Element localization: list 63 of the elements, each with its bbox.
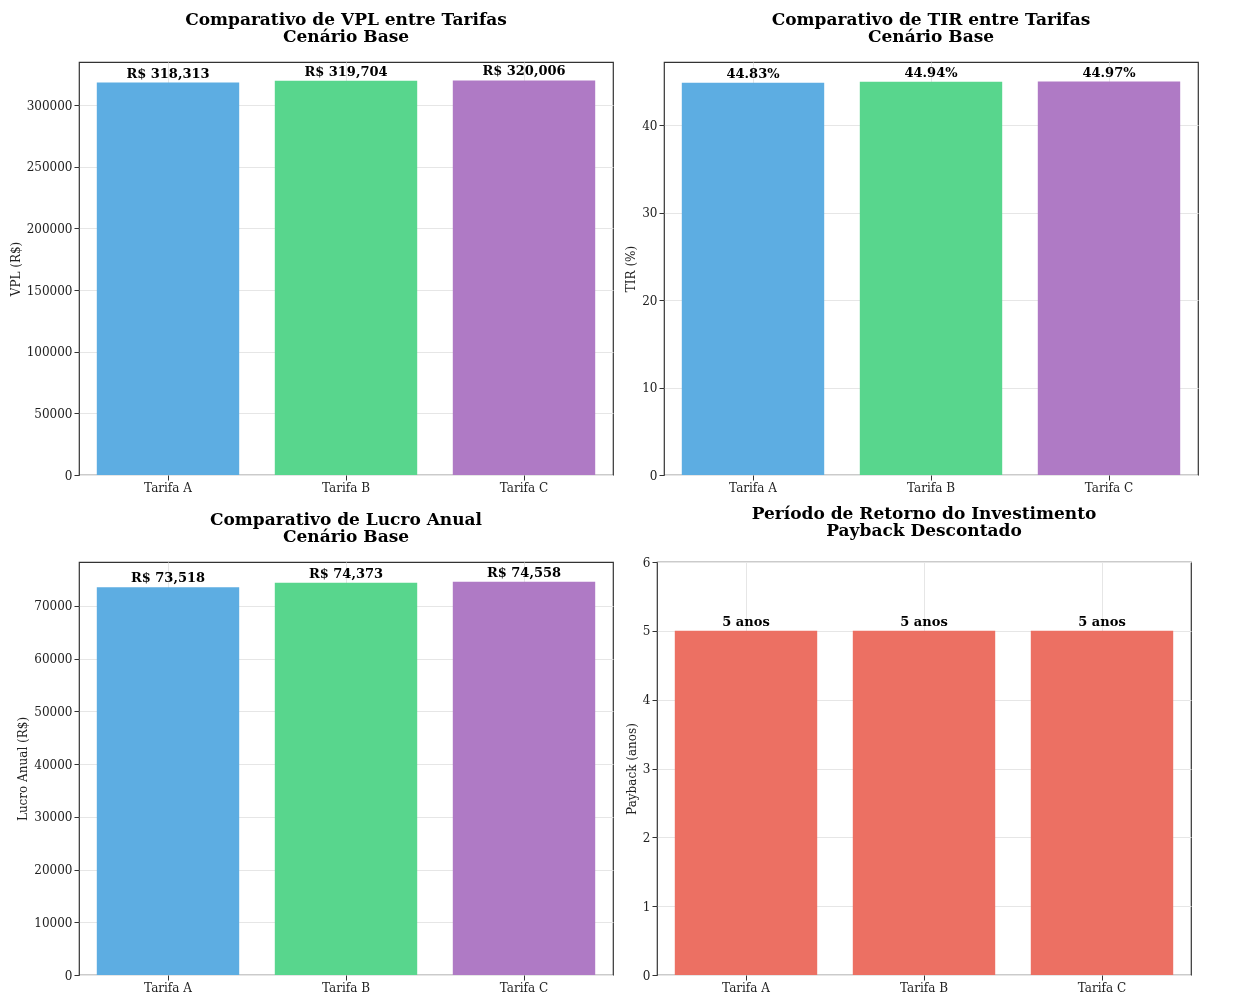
y-tick-label: 6	[642, 555, 651, 570]
chart-subtitle: Cenário Base	[867, 26, 995, 46]
y-tick-label: 1	[642, 899, 651, 914]
chart-subtitle: Payback Descontado	[826, 520, 1022, 540]
y-tick-label: 30000	[34, 810, 73, 825]
data-label: 44.83%	[726, 65, 781, 81]
y-tick-label: 60000	[34, 652, 73, 667]
y-tick-label: 40000	[34, 757, 73, 772]
y-tick-label: 40	[642, 118, 658, 133]
chart-subtitle: Cenário Base	[282, 526, 410, 546]
y-axis-title: TIR (%)	[624, 245, 639, 293]
y-tick-label: 0	[64, 468, 73, 483]
y-axis-title: Lucro Anual (R$)	[16, 716, 31, 822]
data-label: R$ 74,558	[486, 564, 562, 580]
y-tick-label: 20000	[34, 863, 73, 878]
y-tick-label: 4	[642, 693, 651, 708]
y-tick-label: 0	[642, 968, 651, 983]
y-axis-title: VPL (R$)	[8, 241, 23, 298]
x-tick-label: Tarifa A	[144, 480, 193, 495]
chart-subtitle: Cenário Base	[282, 26, 410, 46]
x-tick-label: Tarifa C	[499, 980, 549, 995]
y-tick-label: 2	[642, 830, 651, 845]
data-label: 5 anos	[722, 613, 770, 629]
x-tick-label: Tarifa C	[1077, 980, 1127, 995]
y-tick-label: 300000	[26, 98, 73, 113]
data-label: 5 anos	[900, 613, 948, 629]
x-tick-label: Tarifa A	[722, 980, 771, 995]
y-tick-label: 10000	[34, 915, 73, 930]
y-axis-title: Payback (anos)	[624, 723, 639, 815]
y-tick-label: 5	[642, 624, 651, 639]
x-tick-label: Tarifa A	[144, 980, 193, 995]
y-tick-label: 0	[64, 968, 73, 983]
data-label: 44.97%	[1082, 64, 1137, 80]
x-tick-label: Tarifa C	[1084, 480, 1134, 495]
y-tick-label: 0	[649, 468, 658, 483]
x-tick-label: Tarifa B	[321, 980, 371, 995]
y-tick-label: 100000	[26, 345, 73, 360]
y-tick-label: 30	[642, 206, 658, 220]
data-label: R$ 318,313	[126, 65, 210, 81]
y-tick-label: 20	[642, 293, 658, 308]
y-tick-label: 50000	[34, 406, 73, 421]
x-tick-label: Tarifa B	[321, 480, 371, 495]
data-label: R$ 74,373	[308, 565, 384, 581]
x-tick-label: Tarifa C	[499, 480, 549, 495]
chart-title: Período de Retorno do Investimento	[751, 503, 1097, 523]
y-tick-label: 150000	[26, 283, 73, 298]
y-tick-label: 70000	[34, 599, 73, 614]
data-label: 5 anos	[1078, 613, 1126, 629]
chart-title: Comparativo de TIR entre Tarifas	[771, 9, 1091, 29]
y-tick-label: 200000	[26, 221, 73, 236]
y-tick-label: 10	[642, 381, 658, 395]
y-tick-label: 3	[642, 762, 651, 776]
x-tick-label: Tarifa A	[729, 480, 778, 495]
x-tick-label: Tarifa B	[899, 980, 949, 995]
data-label: R$ 73,518	[130, 570, 206, 586]
chart-title: Comparativo de Lucro Anual	[209, 509, 483, 529]
data-label: 44.94%	[904, 64, 959, 80]
y-tick-label: 250000	[26, 160, 73, 175]
data-label: R$ 320,006	[482, 63, 566, 79]
chart-title: Comparativo de VPL entre Tarifas	[185, 9, 507, 29]
x-tick-label: Tarifa B	[906, 480, 956, 495]
y-tick-label: 50000	[34, 704, 73, 719]
data-label: R$ 319,704	[304, 63, 388, 79]
